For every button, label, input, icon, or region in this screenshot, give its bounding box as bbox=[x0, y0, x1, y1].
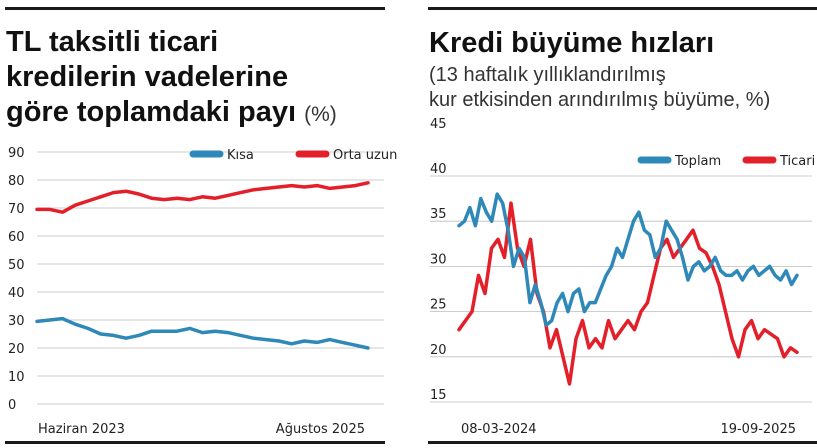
left-y-tick-label: 40 bbox=[8, 286, 25, 301]
left-y-tick-label: 90 bbox=[8, 146, 25, 161]
right-y-tick-label: 45 bbox=[430, 117, 447, 132]
left-y-tick-label: 60 bbox=[8, 230, 25, 245]
left-x-tick-label: Haziran 2023 bbox=[38, 422, 125, 437]
right-subtitle-line-1: (13 haftalık yıllıklandırılmış bbox=[429, 64, 666, 86]
right-y-tick-label: 15 bbox=[430, 388, 447, 403]
right-y-tick-label: 20 bbox=[430, 343, 447, 358]
right-chart-subtitle: (13 haftalık yıllıklandırılmış kur etkis… bbox=[429, 63, 770, 113]
right-x-tick-label: 08-03-2024 bbox=[461, 422, 537, 437]
left-y-tick-label: 0 bbox=[8, 398, 16, 413]
right-y-tick-label: 35 bbox=[430, 207, 447, 222]
left-series-line-orta-uzun bbox=[35, 181, 370, 214]
left-top-rule bbox=[5, 7, 385, 10]
left-y-tick-label: 20 bbox=[8, 342, 25, 357]
right-top-rule bbox=[428, 7, 817, 10]
right-x-tick-label: 19-09-2025 bbox=[720, 422, 796, 437]
left-title-unit: (%) bbox=[304, 103, 337, 126]
left-y-tick-label: 50 bbox=[8, 258, 25, 273]
right-legend-label: Toplam bbox=[674, 154, 721, 169]
left-bottom-rule bbox=[5, 441, 385, 444]
right-bottom-rule bbox=[428, 441, 817, 444]
left-series-line-kisa bbox=[35, 316, 370, 350]
left-legend-label: Kısa bbox=[227, 148, 254, 163]
right-y-tick-label: 25 bbox=[430, 298, 447, 313]
left-y-tick-label: 30 bbox=[8, 314, 25, 329]
right-chart-title: Kredi büyüme hızları bbox=[429, 27, 715, 59]
right-y-tick-label: 30 bbox=[430, 252, 447, 267]
right-subtitle-line-2: kur etkisinden arındırılmış büyüme, %) bbox=[429, 89, 771, 111]
left-title-line-2: kredilerin vadelerine bbox=[6, 61, 289, 93]
left-x-tick-label: Ağustos 2025 bbox=[276, 422, 365, 437]
left-chart-title: TL taksitli ticari kredilerin vadelerine… bbox=[6, 25, 384, 132]
left-legend-label: Orta uzun bbox=[333, 148, 397, 163]
left-title-line-3: göre toplamdaki payı bbox=[6, 96, 297, 128]
right-y-tick-label: 40 bbox=[430, 162, 447, 177]
right-legend-label: Ticari bbox=[779, 154, 815, 169]
right-series-line-ticari bbox=[457, 201, 799, 386]
left-y-tick-label: 70 bbox=[8, 202, 25, 217]
left-title-line-1: TL taksitli ticari bbox=[6, 26, 219, 58]
left-y-tick-label: 10 bbox=[8, 370, 25, 385]
right-series-line-toplam bbox=[457, 192, 799, 327]
left-y-tick-label: 80 bbox=[8, 174, 25, 189]
